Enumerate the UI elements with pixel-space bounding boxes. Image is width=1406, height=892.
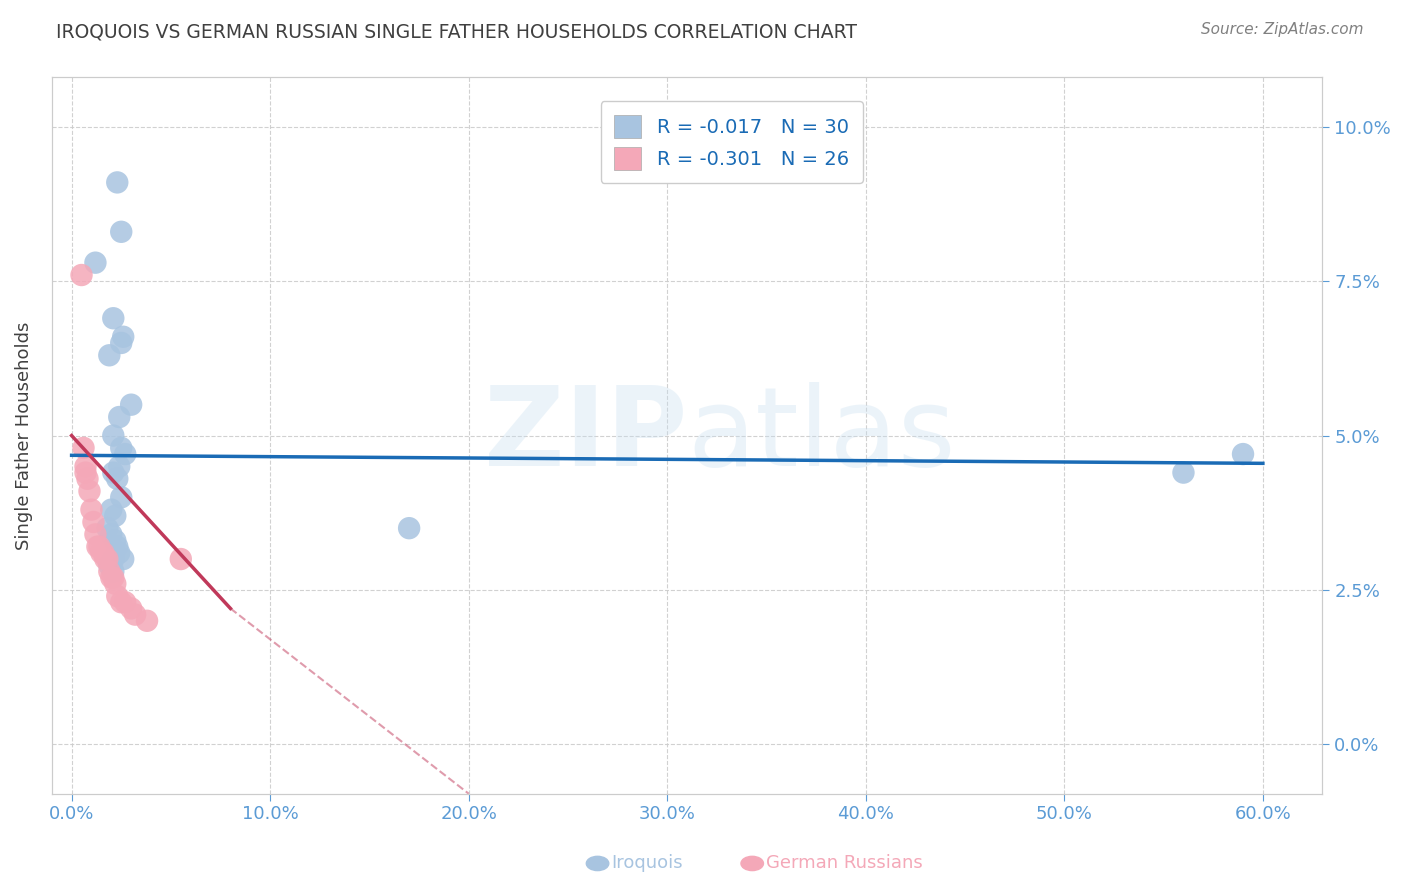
Text: ZIP: ZIP [484, 382, 688, 489]
Text: atlas: atlas [688, 382, 956, 489]
Point [100, 502, 122, 516]
Point [104, 533, 127, 548]
Point [105, 589, 128, 603]
Point [100, 570, 122, 584]
Point [72, 441, 94, 455]
Point [89, 540, 111, 554]
Point [75, 459, 97, 474]
Point [82, 515, 104, 529]
Legend: R = -0.017   N = 30, R = -0.301   N = 26: R = -0.017 N = 30, R = -0.301 N = 26 [600, 102, 863, 184]
Point [114, 447, 136, 461]
Point [103, 565, 125, 579]
Point [110, 491, 132, 505]
Point [86, 540, 108, 554]
Point [103, 466, 125, 480]
Point [108, 546, 131, 560]
Point [90, 546, 112, 560]
Text: Iroquois: Iroquois [612, 855, 683, 872]
Text: German Russians: German Russians [766, 855, 922, 872]
Point [84, 527, 107, 541]
Point [79, 484, 101, 499]
Point [120, 601, 142, 615]
Text: IROQUOIS VS GERMAN RUSSIAN SINGLE FATHER HOUSEHOLDS CORRELATION CHART: IROQUOIS VS GERMAN RUSSIAN SINGLE FATHER… [56, 22, 858, 41]
Point [1173, 466, 1195, 480]
Point [76, 472, 98, 486]
Point [108, 410, 131, 425]
Point [114, 595, 136, 609]
Text: Source: ZipAtlas.com: Source: ZipAtlas.com [1201, 22, 1364, 37]
Point [105, 540, 128, 554]
Point [104, 508, 127, 523]
Point [70, 268, 93, 282]
Point [103, 311, 125, 326]
Point [103, 428, 125, 442]
Point [110, 595, 132, 609]
Point [96, 552, 118, 566]
Point [104, 576, 127, 591]
Point [93, 546, 115, 560]
Point [136, 614, 159, 628]
Point [105, 175, 128, 189]
Point [124, 607, 146, 622]
Point [98, 565, 121, 579]
Point [112, 330, 135, 344]
Point [100, 527, 122, 541]
Point [98, 348, 121, 362]
Point [84, 255, 107, 269]
Point [120, 398, 142, 412]
Point [110, 335, 132, 350]
Point [108, 459, 131, 474]
Y-axis label: Single Father Households: Single Father Households [15, 321, 32, 549]
Point [105, 472, 128, 486]
Point [1232, 447, 1254, 461]
Point [75, 466, 97, 480]
Point [103, 570, 125, 584]
Point [170, 552, 193, 566]
Point [94, 552, 117, 566]
Point [98, 558, 121, 573]
Point [110, 225, 132, 239]
Point [80, 502, 103, 516]
Point [112, 552, 135, 566]
Point [110, 441, 132, 455]
Point [398, 521, 420, 535]
Point [103, 552, 125, 566]
Point [96, 521, 118, 535]
